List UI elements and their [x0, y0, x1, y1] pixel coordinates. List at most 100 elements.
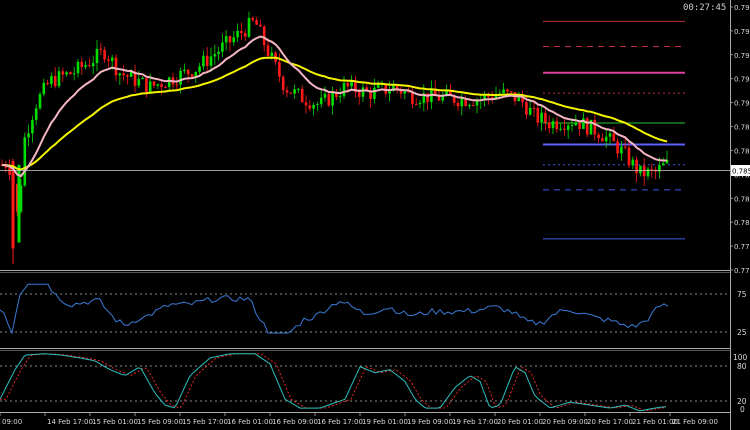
main-price-panel[interactable]: [0, 11, 730, 265]
time-label: 20 Feb 17:00: [587, 418, 633, 426]
bull-candle: [213, 54, 217, 57]
bull-candle: [646, 168, 650, 177]
stochastic-panel[interactable]: [0, 353, 730, 412]
bear-candle: [456, 102, 460, 107]
price-label: 0.7767: [734, 267, 750, 275]
bull-candle: [361, 87, 365, 97]
bull-candle: [445, 90, 448, 96]
bear-candle: [80, 61, 84, 68]
bull-candle: [129, 71, 133, 77]
bull-candle: [118, 73, 122, 76]
bull-candle: [297, 88, 300, 90]
bear-candle: [99, 48, 103, 50]
bear-candle: [255, 20, 258, 25]
bear-candle: [266, 45, 270, 57]
bear-candle: [289, 92, 293, 94]
bear-candle: [335, 92, 338, 98]
bear-candle: [278, 61, 281, 77]
bear-candle: [357, 92, 361, 97]
bull-candle: [167, 77, 171, 88]
bull-candle: [19, 185, 23, 212]
candlesticks: [0, 11, 669, 265]
bear-candle: [509, 91, 513, 93]
bull-candle: [388, 90, 391, 94]
bull-candle: [247, 17, 251, 37]
time-label: 20 Feb 01:00: [497, 418, 543, 426]
time-label: 20 Feb 09:00: [542, 418, 588, 426]
bear-candle: [411, 91, 414, 104]
bull-candle: [221, 42, 224, 52]
bear-candle: [536, 107, 540, 123]
bear-candle: [243, 33, 247, 37]
bear-candle: [8, 167, 11, 175]
bear-candle: [547, 122, 551, 129]
bear-candle: [190, 74, 194, 78]
bull-candle: [194, 71, 198, 78]
bull-candle: [483, 94, 486, 100]
price-label: 0.7987: [734, 4, 750, 12]
bear-candle: [15, 183, 19, 212]
bear-candle: [585, 118, 589, 135]
bear-candle: [407, 91, 410, 93]
rsi-panel[interactable]: [0, 283, 730, 335]
moving-averages: [1, 35, 668, 178]
bull-candle: [232, 37, 236, 43]
bear-candle: [449, 90, 452, 96]
bear-candle: [433, 88, 437, 96]
bull-candle: [475, 100, 479, 106]
bear-candle: [555, 121, 559, 130]
bull-candle: [316, 104, 319, 106]
rsi-line: [0, 283, 669, 335]
time-label: 16 Feb 09:00: [272, 418, 318, 426]
bull-candle: [574, 122, 578, 126]
bull-candle: [84, 65, 87, 68]
bull-candle: [582, 118, 585, 129]
bear-candle: [228, 36, 232, 43]
bear-candle: [145, 78, 148, 93]
price-label: 0.7827: [734, 195, 750, 203]
time-label: 19 Feb 01:00: [362, 418, 408, 426]
bull-candle: [639, 165, 642, 174]
bear-candle: [46, 82, 49, 85]
bull-candle: [57, 71, 61, 87]
stoch-axis: 100 80 20 0: [733, 353, 748, 414]
bull-candle: [217, 51, 220, 55]
bull-candle: [608, 133, 612, 137]
fast-moving-average: [1, 35, 667, 178]
time-label: 16 Feb 17:00: [317, 418, 363, 426]
time-label: 15 Feb 17:00: [182, 418, 228, 426]
bear-candle: [262, 26, 266, 46]
time-axis: 09:00 14 Feb 17:00 15 Feb 01:00 15 Feb 09:0…: [0, 412, 718, 426]
bull-candle: [494, 94, 498, 100]
bear-candle: [175, 84, 179, 86]
bear-candle: [650, 168, 654, 170]
bull-candle: [517, 94, 521, 102]
bull-candle: [27, 133, 30, 138]
bull-candle: [331, 92, 334, 106]
time-label: 21 Feb 09:00: [672, 418, 718, 426]
bear-candle: [152, 81, 156, 86]
bear-candle: [126, 75, 129, 77]
bear-candle: [464, 98, 467, 106]
bear-candle: [487, 94, 490, 98]
bull-candle: [148, 81, 152, 93]
bull-candle: [661, 163, 665, 166]
price-label: 0.7887: [734, 124, 750, 132]
bear-candle: [281, 76, 285, 91]
time-label: 09:00: [2, 418, 22, 426]
time-label: 15 Feb 09:00: [137, 418, 183, 426]
bull-candle: [403, 91, 407, 94]
slow-moving-average: [1, 56, 668, 171]
bear-candle: [532, 107, 536, 109]
bear-candle: [627, 147, 631, 166]
bear-candle: [635, 159, 638, 174]
bear-candle: [521, 94, 524, 103]
bear-candle: [369, 90, 372, 99]
bear-candle: [205, 55, 209, 66]
bull-candle: [293, 89, 296, 94]
bull-candle: [502, 89, 505, 94]
time-label: 19 Feb 17:00: [452, 418, 498, 426]
bull-candle: [589, 119, 593, 135]
price-label: 0.7867: [734, 147, 750, 155]
